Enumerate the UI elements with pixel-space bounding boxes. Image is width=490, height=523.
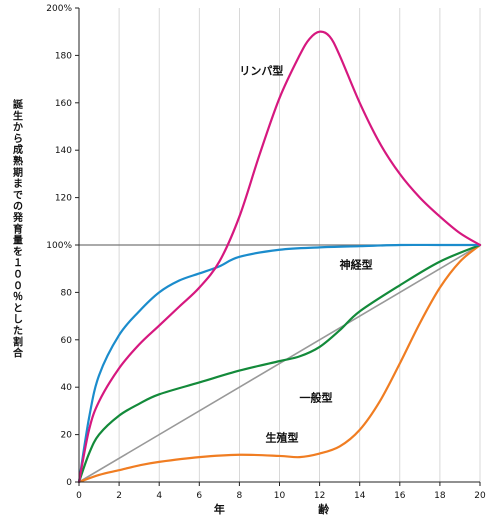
y-axis-title-char: で (13, 189, 23, 201)
y-tick-label-160: 160 (55, 99, 72, 109)
y-axis-title-char: ま (13, 178, 23, 190)
axis-title-layer: 年齢誕生から成熟期までの発育量を１００％とした割合 (12, 98, 330, 516)
x-tick-label-14: 14 (354, 491, 366, 501)
series-line-神経型 (77, 243, 482, 484)
series-label-神経型: 神経型 (340, 258, 373, 272)
y-tick-label-140: 140 (55, 146, 72, 156)
series-line-リンパ型 (77, 30, 482, 484)
x-tick-label-2: 2 (116, 491, 122, 501)
series-label-生殖型: 生殖型 (265, 431, 298, 445)
y-axis-title-char: 生 (13, 109, 23, 122)
axis-layer (75, 7, 481, 486)
y-tick-label-180: 180 (55, 51, 72, 61)
y-axis-title-char: 発 (12, 211, 24, 224)
series-label-一般型: 一般型 (300, 390, 333, 404)
y-tick-label-120: 120 (55, 194, 72, 204)
x-tick-label-20: 20 (474, 491, 486, 501)
y-tick-label-40: 40 (61, 383, 73, 393)
y-tick-label-20: 20 (61, 431, 73, 441)
y-axis-title-char: を (13, 246, 23, 258)
series-label-リンパ型: リンパ型 (239, 63, 283, 77)
x-tick-label-4: 4 (156, 491, 162, 501)
x-tick-label-6: 6 (196, 491, 202, 501)
series-layer (77, 30, 482, 484)
y-axis-title-char: 誕 (13, 98, 23, 111)
y-axis-title-char: ０ (13, 269, 23, 281)
x-tick-label-0: 0 (76, 491, 82, 501)
y-axis-title-char: 熟 (13, 155, 23, 168)
y-axis-title-char: ０ (13, 280, 23, 292)
y-tick-label-100: 100% (46, 241, 72, 251)
x-tick-label-16: 16 (394, 491, 406, 501)
y-axis-title-char: 量 (13, 234, 23, 247)
series-line-linear (78, 244, 481, 483)
y-axis-title-char: と (13, 302, 23, 314)
x-tick-label-8: 8 (237, 491, 243, 501)
x-axis-title-part-2: 齢 (318, 502, 330, 516)
y-tick-label-200: 200% (46, 4, 72, 14)
y-axis-title-char: 期 (13, 166, 23, 179)
x-axis-title-part-1: 年 (214, 502, 225, 516)
y-axis-title-char: 割 (13, 335, 23, 348)
tick-label-layer: 0 20 40 60 80 100% 120 140 160 180 200% 0 2 4 6 8 10 12 14… (46, 4, 486, 501)
y-axis-title-char: か (13, 122, 23, 134)
series-line-一般型 (77, 243, 482, 484)
series-line-生殖型 (77, 243, 482, 484)
x-tick-label-18: 18 (434, 491, 446, 501)
y-tick-label-60: 60 (61, 336, 73, 346)
y-axis-title-char: た (13, 325, 23, 337)
y-axis-title-char: ％ (13, 291, 23, 303)
y-tick-label-0: 0 (66, 478, 72, 488)
y-axis-title-char: し (13, 314, 23, 326)
x-tick-label-12: 12 (314, 491, 325, 501)
y-axis-title-char: １ (13, 257, 23, 269)
y-axis-title-char: 合 (12, 347, 24, 360)
y-axis-title-char: 育 (13, 222, 23, 235)
y-axis-title-char: 成 (13, 143, 23, 156)
y-axis-title-char: の (13, 202, 23, 213)
y-tick-label-80: 80 (61, 288, 73, 298)
x-tick-label-10: 10 (274, 491, 286, 501)
y-axis-title: 誕生から成熟期までの発育量を１００％とした割合 (12, 98, 24, 360)
y-axis-title-char: ら (13, 133, 23, 145)
